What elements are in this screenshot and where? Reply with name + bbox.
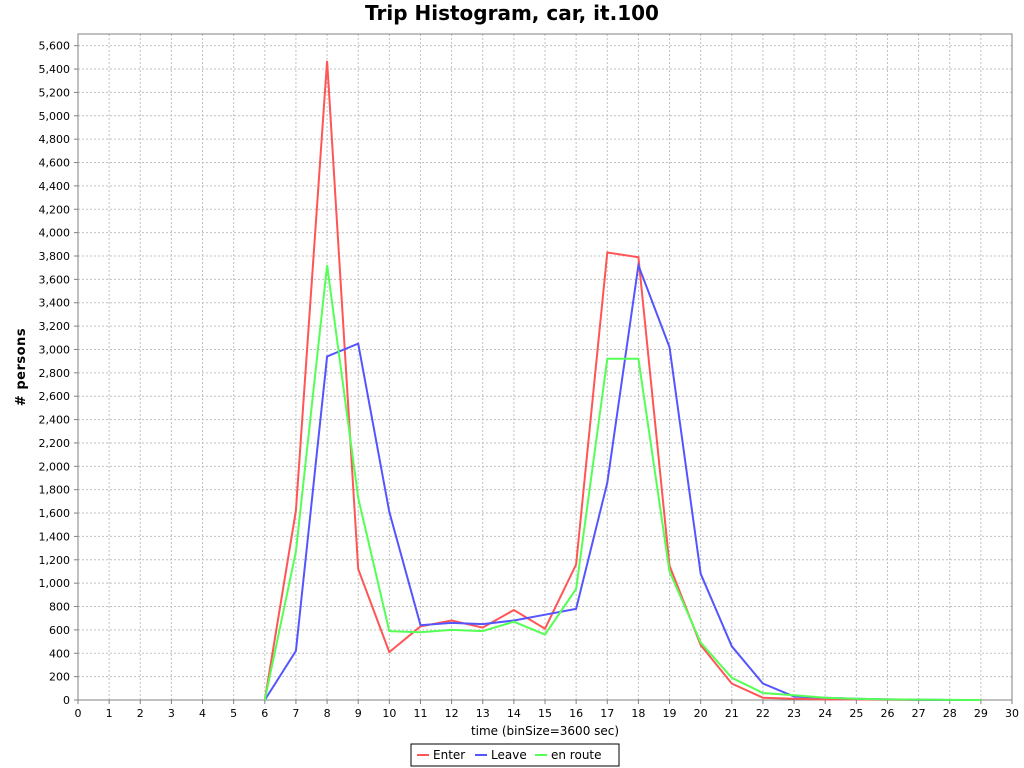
y-tick-label: 0 [63, 694, 70, 707]
y-tick-label: 4,400 [39, 180, 71, 193]
x-tick-label: 13 [476, 707, 490, 720]
x-tick-label: 0 [75, 707, 82, 720]
x-tick-label: 15 [538, 707, 552, 720]
legend-label: en route [551, 748, 602, 762]
x-tick-label: 29 [974, 707, 988, 720]
x-tick-label: 18 [631, 707, 645, 720]
x-tick-label: 30 [1005, 707, 1019, 720]
y-tick-label: 3,800 [39, 250, 71, 263]
x-tick-label: 2 [137, 707, 144, 720]
y-tick-label: 3,000 [39, 343, 71, 356]
x-tick-label: 8 [324, 707, 331, 720]
y-tick-label: 3,200 [39, 320, 71, 333]
x-tick-label: 23 [787, 707, 801, 720]
y-tick-label: 1,800 [39, 484, 71, 497]
x-tick-label: 5 [230, 707, 237, 720]
chart-title: Trip Histogram, car, it.100 [365, 1, 659, 25]
y-tick-label: 4,800 [39, 133, 71, 146]
y-tick-label: 5,400 [39, 63, 71, 76]
x-tick-label: 4 [199, 707, 206, 720]
x-axis-label: time (binSize=3600 sec) [471, 724, 619, 738]
legend-label: Leave [491, 748, 527, 762]
x-tick-label: 22 [756, 707, 770, 720]
y-tick-label: 5,600 [39, 40, 71, 53]
y-tick-label: 4,600 [39, 157, 71, 170]
x-tick-label: 21 [725, 707, 739, 720]
x-tick-label: 17 [600, 707, 614, 720]
x-tick-label: 12 [445, 707, 459, 720]
y-tick-label: 1,000 [39, 577, 71, 590]
series-line-en-route [263, 265, 981, 701]
y-tick-label: 800 [49, 601, 70, 614]
y-tick-label: 2,200 [39, 437, 71, 450]
y-axis-label: # persons [14, 328, 29, 406]
x-tick-label: 27 [912, 707, 926, 720]
x-tick-label: 16 [569, 707, 583, 720]
x-tick-label: 6 [261, 707, 268, 720]
x-tick-label: 11 [413, 707, 427, 720]
y-tick-label: 3,400 [39, 297, 71, 310]
y-tick-label: 1,400 [39, 530, 71, 543]
x-tick-label: 24 [818, 707, 832, 720]
axes: 02004006008001,0001,2001,4001,6001,8002,… [39, 33, 1019, 720]
legend-box [410, 743, 620, 767]
x-tick-label: 28 [943, 707, 957, 720]
x-tick-label: 19 [663, 707, 677, 720]
x-tick-label: 25 [849, 707, 863, 720]
x-tick-label: 26 [880, 707, 894, 720]
y-tick-label: 200 [49, 671, 70, 684]
x-tick-label: 9 [355, 707, 362, 720]
y-tick-label: 2,600 [39, 390, 71, 403]
y-tick-label: 2,800 [39, 367, 71, 380]
y-tick-label: 4,200 [39, 203, 71, 216]
legend: Enter Leave en route [410, 743, 620, 767]
x-tick-label: 10 [382, 707, 396, 720]
y-tick-label: 5,200 [39, 86, 71, 99]
x-tick-label: 20 [694, 707, 708, 720]
y-tick-label: 3,600 [39, 273, 71, 286]
y-tick-label: 4,000 [39, 227, 71, 240]
y-tick-label: 1,600 [39, 507, 71, 520]
y-tick-label: 2,400 [39, 414, 71, 427]
y-tick-label: 1,200 [39, 554, 71, 567]
x-tick-label: 14 [507, 707, 521, 720]
x-tick-label: 7 [292, 707, 299, 720]
legend-label: Enter [433, 748, 465, 762]
y-tick-label: 400 [49, 647, 70, 660]
series-group [263, 60, 981, 701]
x-tick-label: 3 [168, 707, 175, 720]
x-tick-label: 1 [106, 707, 113, 720]
y-tick-label: 5,000 [39, 110, 71, 123]
y-tick-label: 600 [49, 624, 70, 637]
y-tick-label: 2,000 [39, 460, 71, 473]
